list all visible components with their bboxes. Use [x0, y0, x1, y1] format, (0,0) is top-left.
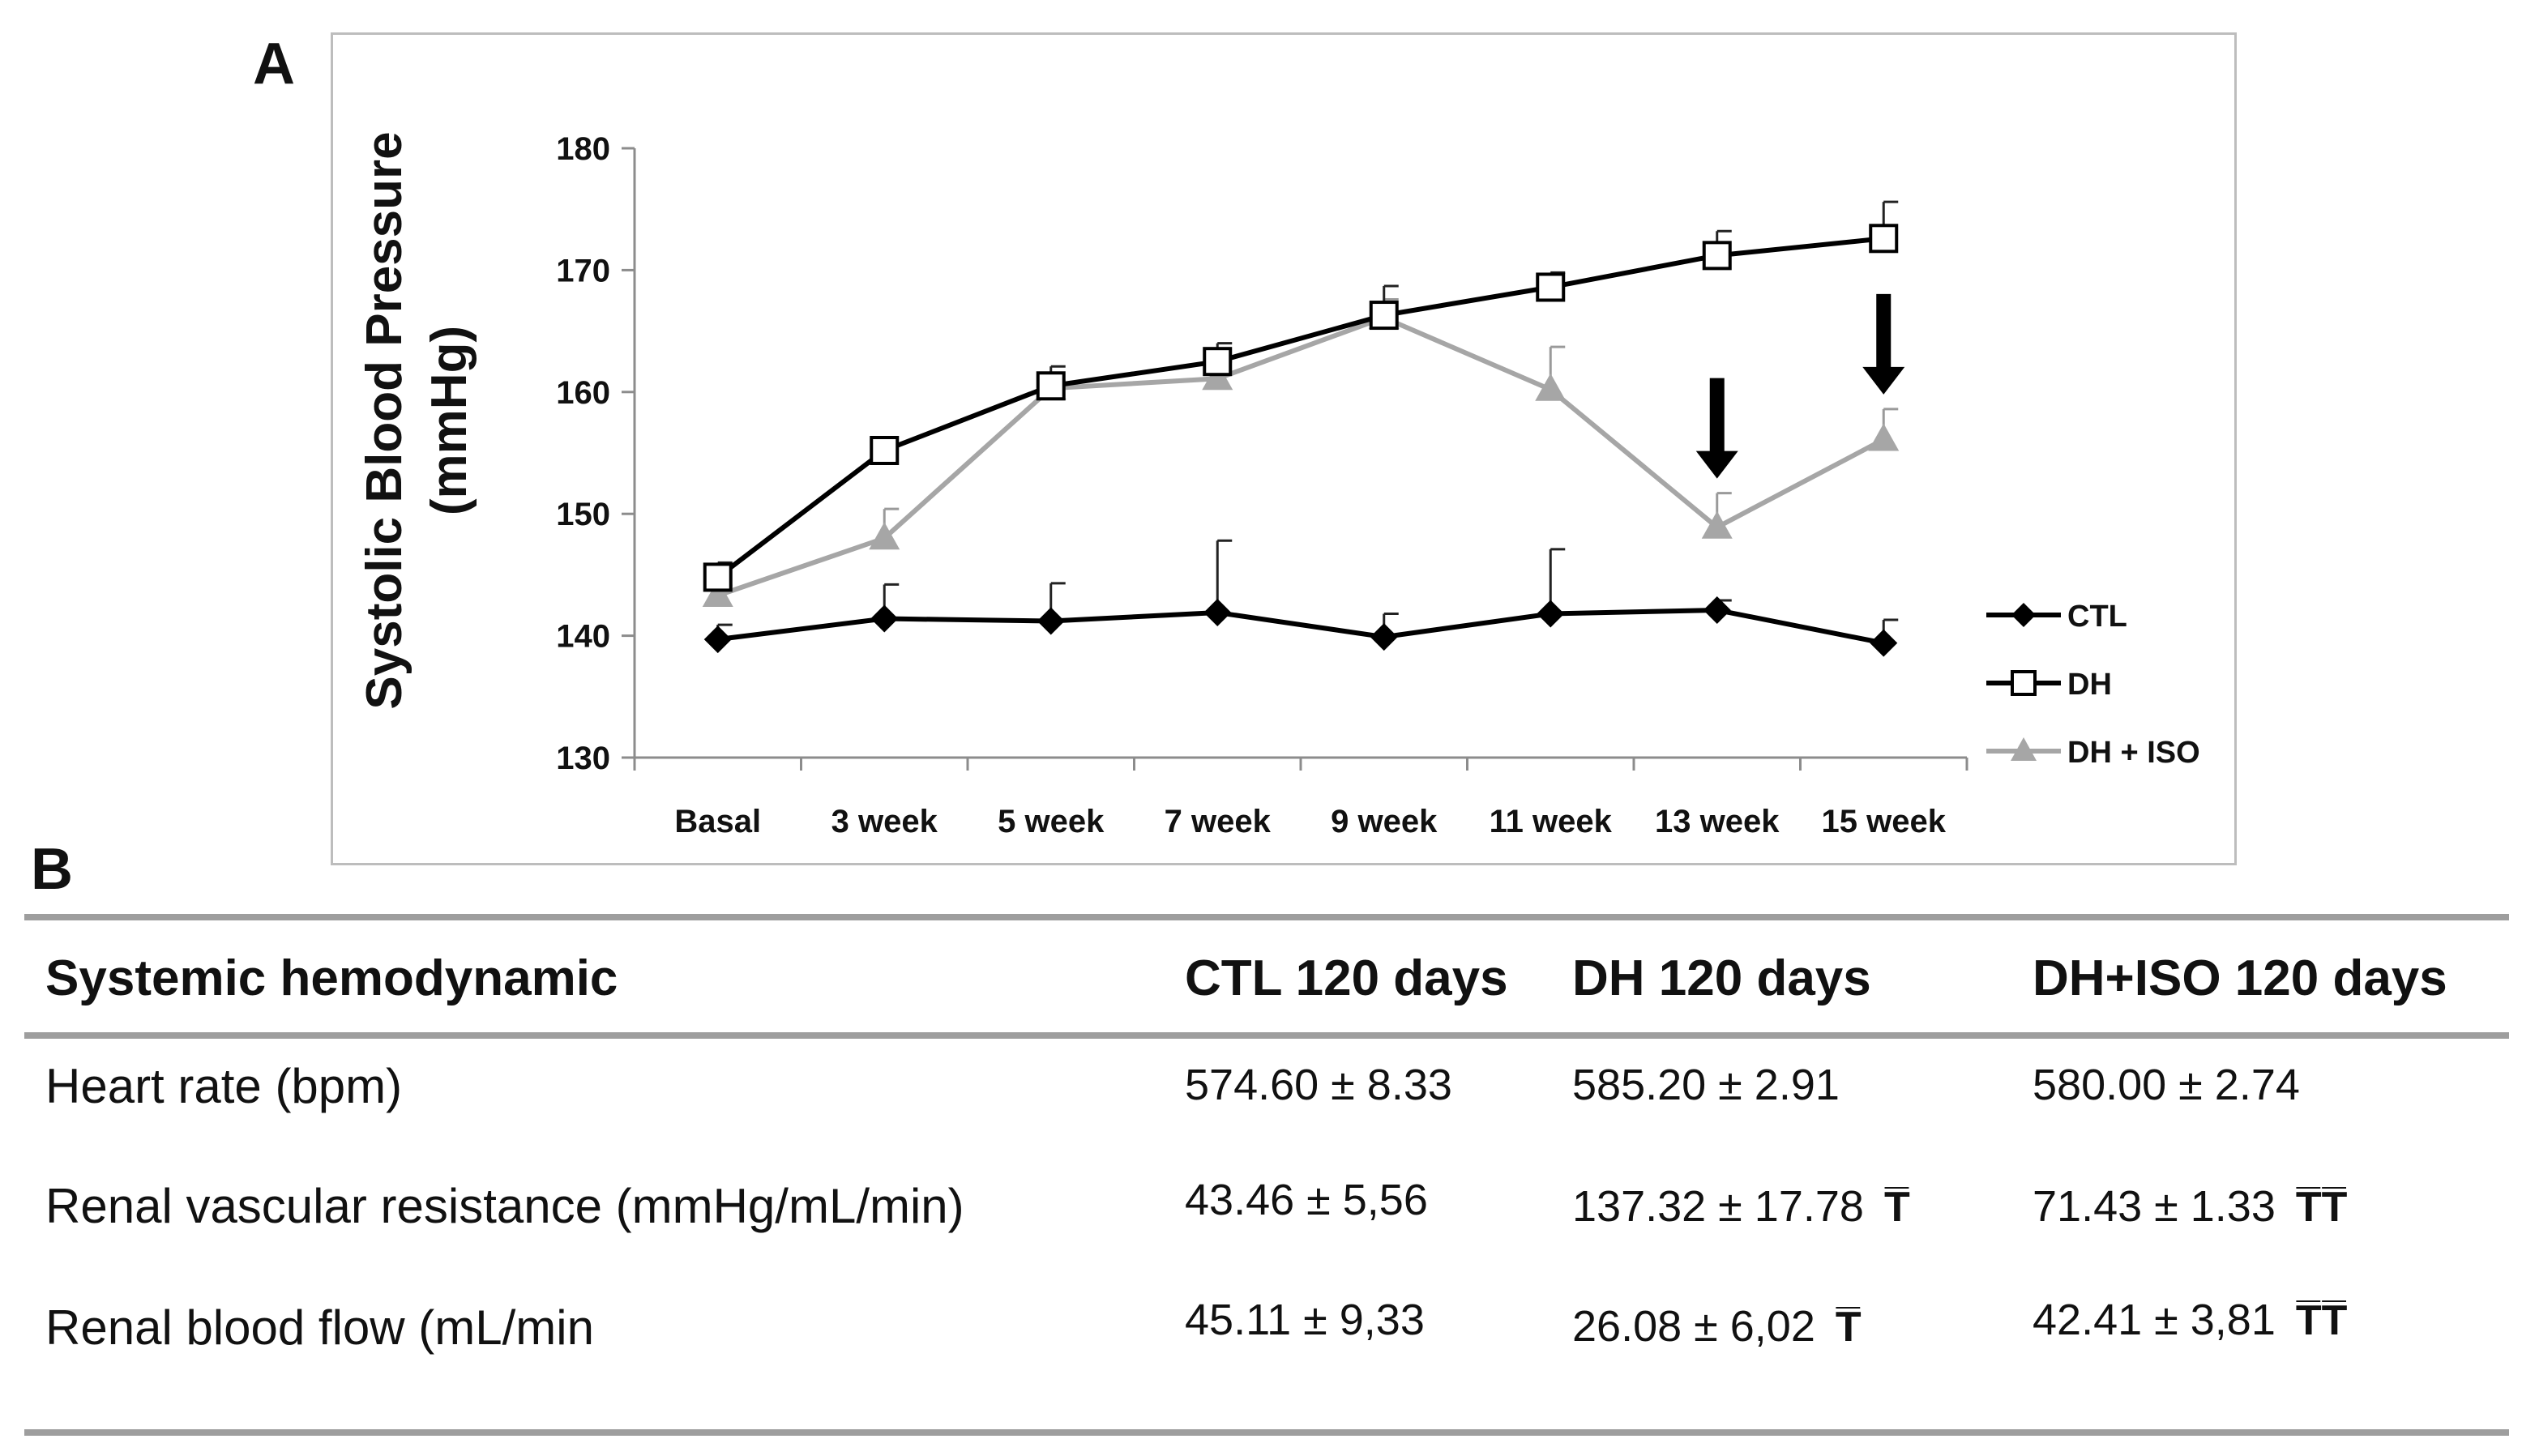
y-tick-label: 130	[556, 741, 610, 776]
y-tick-label: 180	[556, 131, 610, 167]
renal-flow-ctl: 45.11 ± 9,33	[1185, 1296, 1425, 1344]
x-tick-label: 9 week	[1331, 804, 1438, 839]
legend-ctl-marker	[2011, 603, 2036, 627]
blood-pressure-chart: 130 140 150 160 170 180 Basal 3 week 5 week 7 wee…	[357, 131, 2200, 839]
heart-rate-dh-iso: 580.00 ± 2.74	[2033, 1061, 2300, 1109]
significance-mark: T̅	[1835, 1304, 1862, 1351]
y-axis-units: (mmHg)	[421, 326, 477, 515]
x-tick-label: 13 week	[1655, 804, 1780, 839]
x-tick-label: Basal	[674, 804, 761, 839]
ctl-point	[703, 626, 732, 654]
row-label-renal-resistance: Renal vascular resistance (mmHg/mL/min)	[45, 1179, 964, 1233]
y-tick-label: 150	[556, 497, 610, 532]
ctl-point	[1203, 599, 1232, 627]
table-header-rule	[24, 1032, 2509, 1039]
ctl-series-line	[717, 608, 1884, 646]
dh-point	[1369, 301, 1399, 331]
dh-point	[1869, 224, 1899, 254]
dh-point	[870, 435, 900, 465]
header-dh-iso: DH+ISO 120 days	[2033, 950, 2447, 1006]
down-arrow-head	[1695, 450, 1738, 479]
heart-rate-dh: 585.20 ± 2.91	[1572, 1061, 1840, 1109]
dh-point	[703, 562, 733, 592]
chart-frame: 130 140 150 160 170 180 Basal 3 week 5 week 7 wee…	[331, 32, 2237, 865]
significance-mark: T̅	[1883, 1184, 1910, 1231]
down-arrow-head	[1862, 366, 1905, 395]
significance-mark: T̅T̅	[2295, 1184, 2348, 1231]
dh-iso-point	[1701, 510, 1733, 539]
y-tick-label: 140	[556, 619, 610, 655]
renal-flow-dh-iso-value: 42.41 ± 3,81	[2033, 1296, 2276, 1344]
dh-point	[1203, 347, 1233, 377]
panel-a-label: A	[253, 32, 295, 96]
ctl-point	[870, 604, 899, 633]
renal-flow-dh-value: 26.08 ± 6,02	[1572, 1302, 1815, 1351]
renal-resistance-ctl: 43.46 ± 5,56	[1185, 1176, 1428, 1224]
ctl-point	[1703, 596, 1731, 625]
dh-point	[1036, 371, 1066, 401]
y-tick-label: 160	[556, 375, 610, 411]
legend-ctl-label: CTL	[2067, 600, 2127, 634]
dh-point	[1536, 272, 1566, 302]
legend-dh-iso-marker	[2011, 737, 2037, 761]
significance-mark: T̅T̅	[2295, 1297, 2348, 1344]
table-bottom-rule	[24, 1429, 2509, 1436]
ctl-point	[1370, 623, 1398, 651]
ctl-point	[1037, 607, 1065, 635]
down-arrow-shaft	[1709, 378, 1725, 455]
x-tick-label: 11 week	[1490, 804, 1613, 839]
table-top-rule	[24, 914, 2509, 920]
ctl-point	[1537, 600, 1565, 628]
y-axis-title: Systolic Blood Pressure	[357, 131, 412, 709]
row-label-heart-rate: Heart rate (bpm)	[45, 1059, 403, 1113]
header-ctl: CTL 120 days	[1185, 950, 1508, 1006]
y-tick-label: 170	[556, 253, 610, 288]
renal-flow-dh: 26.08 ± 6,02 T̅	[1572, 1301, 1862, 1351]
header-dh: DH 120 days	[1572, 950, 1871, 1006]
renal-flow-dh-iso: 42.41 ± 3,81 T̅T̅	[2033, 1295, 2347, 1345]
header-parameter: Systemic hemodynamic	[45, 950, 618, 1006]
dh-iso-series-line	[716, 314, 1885, 598]
dh-iso-point	[702, 579, 733, 607]
legend-dh-marker	[2011, 670, 2037, 696]
renal-resistance-dh-iso: 71.43 ± 1.33 T̅T̅	[2033, 1181, 2347, 1232]
dh-point	[1702, 241, 1732, 271]
down-arrow-shaft	[1876, 293, 1892, 370]
x-tick-label: 7 week	[1165, 804, 1272, 839]
dh-series-line	[716, 236, 1884, 579]
x-tick-label: 3 week	[831, 804, 938, 839]
dh-iso-point	[1868, 423, 1900, 451]
renal-resistance-dh-iso-value: 71.43 ± 1.33	[2033, 1182, 2276, 1231]
dh-iso-point	[869, 522, 900, 550]
x-tick-label: 15 week	[1822, 804, 1947, 839]
legend-dh-label: DH	[2067, 668, 2112, 702]
legend-dh-iso-label: DH + ISO	[2067, 736, 2200, 770]
row-label-renal-flow: Renal blood flow (mL/min	[45, 1300, 594, 1355]
heart-rate-ctl: 574.60 ± 8.33	[1185, 1061, 1452, 1109]
ctl-point	[1870, 629, 1898, 657]
panel-b-label: B	[31, 837, 73, 902]
renal-resistance-dh: 137.32 ± 17.78 T̅	[1572, 1181, 1910, 1232]
x-tick-label: 5 week	[998, 804, 1105, 839]
dh-iso-point	[1535, 373, 1567, 401]
dh-iso-point	[1202, 362, 1233, 391]
hemodynamic-table: Systemic hemodynamic CTL 120 days DH 120…	[24, 914, 2509, 1449]
renal-resistance-dh-value: 137.32 ± 17.78	[1572, 1182, 1864, 1231]
